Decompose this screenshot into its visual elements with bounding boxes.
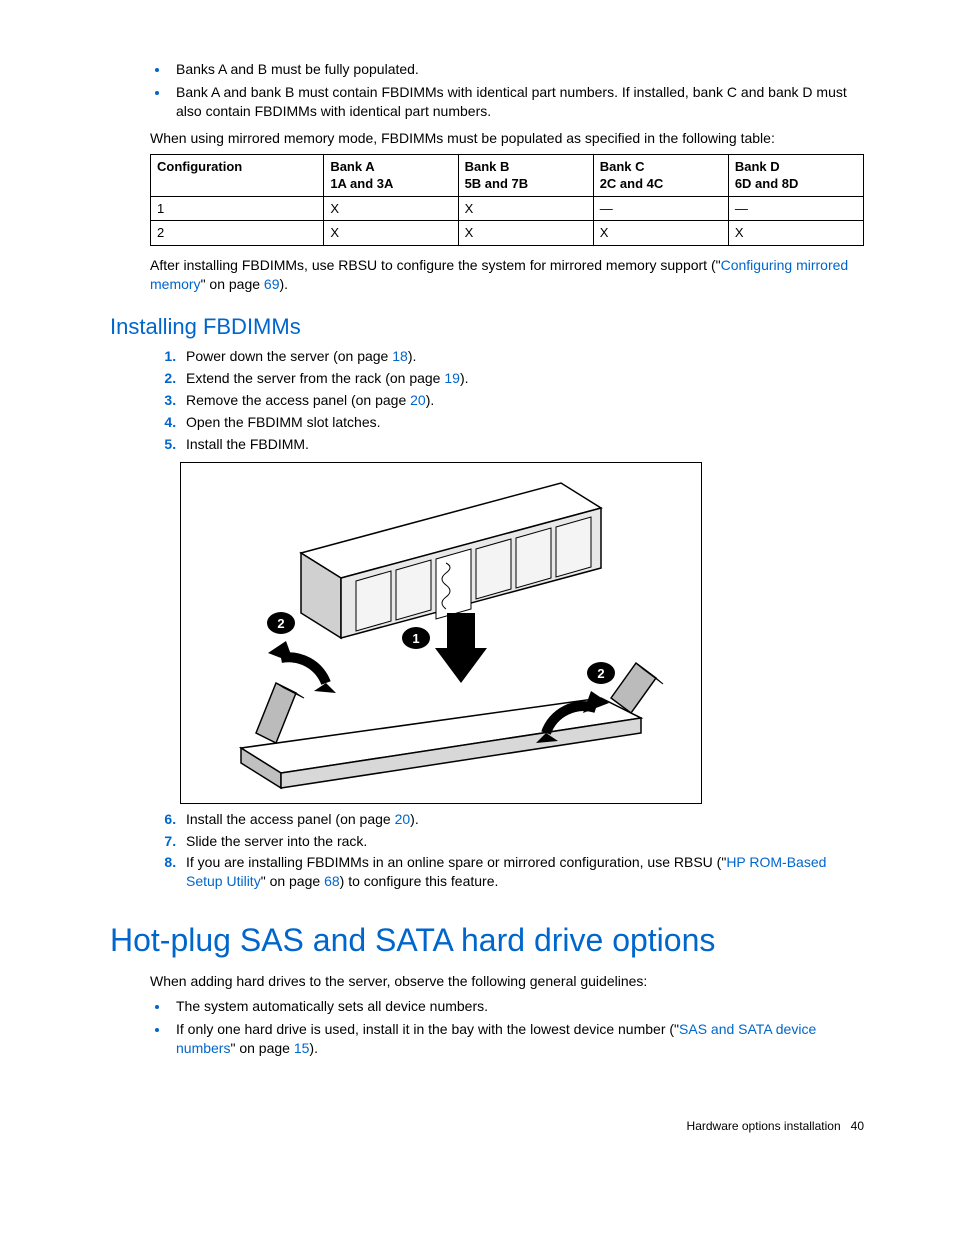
intro-note: When using mirrored memory mode, FBDIMMs… xyxy=(150,129,864,148)
step: Power down the server (on page 18). xyxy=(180,347,864,366)
config-table: Configuration Bank A1A and 3A Bank B5B a… xyxy=(150,154,864,246)
after-table-note: After installing FBDIMMs, use RBSU to co… xyxy=(150,256,864,294)
page-ref[interactable]: 69 xyxy=(264,276,280,292)
step: Remove the access panel (on page 20). xyxy=(180,391,864,410)
th-bank-d: Bank D6D and 8D xyxy=(728,154,863,196)
step: Slide the server into the rack. xyxy=(180,832,864,851)
step: Open the FBDIMM slot latches. xyxy=(180,413,864,432)
table-header-row: Configuration Bank A1A and 3A Bank B5B a… xyxy=(151,154,864,196)
intro-bullet-list: Banks A and B must be fully populated. B… xyxy=(110,60,864,121)
step: Install the FBDIMM. xyxy=(180,435,864,454)
hd-intro: When adding hard drives to the server, o… xyxy=(150,972,864,991)
th-bank-c: Bank C2C and 4C xyxy=(593,154,728,196)
th-config: Configuration xyxy=(151,154,324,196)
svg-text:1: 1 xyxy=(412,631,419,646)
section-hotplug-drives: Hot-plug SAS and SATA hard drive options xyxy=(110,919,864,962)
footer-section: Hardware options installation xyxy=(687,1119,841,1133)
fbdimm-install-figure: 1 2 xyxy=(180,462,702,804)
list-item: Banks A and B must be fully populated. xyxy=(170,60,864,79)
step: If you are installing FBDIMMs in an onli… xyxy=(180,853,864,891)
svg-text:2: 2 xyxy=(277,616,284,631)
step: Install the access panel (on page 20). xyxy=(180,810,864,829)
page-ref[interactable]: 15 xyxy=(294,1040,310,1056)
table-row: 1 X X — — xyxy=(151,196,864,221)
list-item: The system automatically sets all device… xyxy=(170,997,864,1016)
hd-bullet-list: The system automatically sets all device… xyxy=(110,997,864,1058)
list-item: If only one hard drive is used, install … xyxy=(170,1020,864,1058)
page-ref[interactable]: 20 xyxy=(410,392,426,408)
footer-page: 40 xyxy=(851,1119,864,1133)
th-bank-a: Bank A1A and 3A xyxy=(324,154,458,196)
install-steps-b: Install the access panel (on page 20). S… xyxy=(150,810,864,892)
page-ref[interactable]: 19 xyxy=(444,370,460,386)
section-installing-fbdimms: Installing FBDIMMs xyxy=(110,312,864,342)
list-item: Bank A and bank B must contain FBDIMMs w… xyxy=(170,83,864,121)
page-ref[interactable]: 68 xyxy=(324,873,340,889)
page-ref[interactable]: 20 xyxy=(395,811,411,827)
table-row: 2 X X X X xyxy=(151,221,864,246)
install-steps-a: Power down the server (on page 18). Exte… xyxy=(150,347,864,453)
page-footer: Hardware options installation 40 xyxy=(110,1118,864,1134)
svg-text:2: 2 xyxy=(597,666,604,681)
page-ref[interactable]: 18 xyxy=(392,348,408,364)
th-bank-b: Bank B5B and 7B xyxy=(458,154,593,196)
step: Extend the server from the rack (on page… xyxy=(180,369,864,388)
